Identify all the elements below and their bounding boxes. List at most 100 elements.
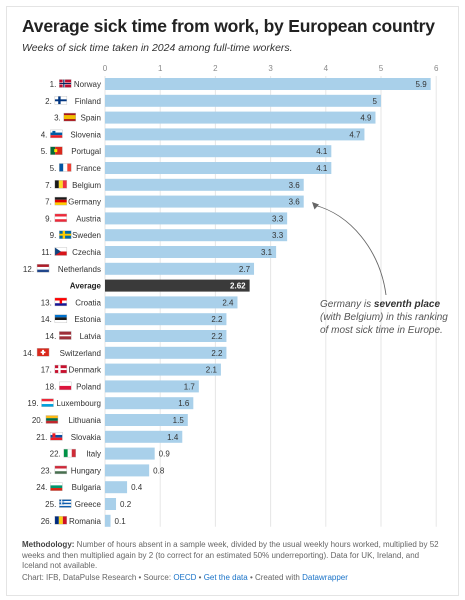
rank-label-spain: 3.: [54, 114, 61, 123]
value-label-greece: 0.2: [120, 500, 132, 509]
country-label-norway: Norway: [74, 80, 101, 89]
value-label-slovakia: 1.4: [167, 433, 179, 442]
flag-dk-icon: [54, 364, 68, 374]
country-label-average: Average: [70, 282, 102, 291]
country-label-romania: Romania: [69, 517, 102, 526]
bar-switzerland: [105, 346, 227, 359]
bar-austria: [105, 212, 288, 225]
country-label-greece: Greece: [75, 500, 102, 509]
flag-be-icon: [54, 180, 68, 189]
flag-nl-icon: [36, 264, 50, 273]
flag-lv-icon: [59, 331, 72, 340]
flag-no-icon: [59, 79, 72, 88]
value-label-norway: 5.9: [416, 80, 428, 89]
bar-croatia: [105, 296, 238, 309]
get-data-link[interactable]: Get the data: [203, 573, 248, 582]
value-label-luxembourg: 1.6: [178, 399, 190, 408]
flag-at-icon: [54, 213, 68, 223]
country-label-spain: Spain: [81, 114, 101, 123]
bar-hungary: [105, 464, 150, 477]
flag-ee-icon: [54, 314, 68, 323]
flag-es-icon: [63, 112, 76, 122]
rank-label-germany: 7.: [45, 198, 52, 207]
bar-poland: [105, 380, 199, 393]
flag-hr-icon: [54, 297, 68, 307]
rank-label-italy: 22.: [50, 450, 61, 459]
rank-label-czechia: 11.: [41, 248, 52, 257]
rank-label-belgium: 7.: [45, 181, 52, 190]
rank-label-denmark: 17.: [41, 366, 52, 375]
bar-latvia: [105, 330, 227, 342]
flag-pl-icon: [59, 381, 72, 391]
flag-ch-icon: [36, 348, 50, 357]
rank-label-croatia: 13.: [41, 298, 52, 307]
flag-bg-icon: [50, 482, 63, 491]
value-label-spain: 4.9: [360, 114, 372, 123]
chart-subtitle: Weeks of sick time taken in 2024 among f…: [22, 42, 293, 54]
annotation-arrowhead: [312, 202, 319, 210]
value-label-finland: 5: [373, 97, 378, 106]
country-label-switzerland: Switzerland: [60, 349, 101, 358]
rank-label-greece: 25.: [45, 500, 56, 509]
country-label-finland: Finland: [75, 97, 101, 106]
chart-footer: Chart: IFB, DataPulse Research • Source:…: [22, 573, 348, 582]
value-label-france: 4.1: [316, 164, 328, 173]
methodology-label: Methodology:: [22, 540, 75, 549]
rank-label-bulgaria: 24.: [36, 483, 47, 492]
flag-se-icon: [59, 230, 72, 239]
value-label-lithuania: 1.5: [173, 416, 185, 425]
country-label-slovenia: Slovenia: [70, 130, 101, 139]
bar-slovakia: [105, 430, 183, 443]
country-label-luxembourg: Luxembourg: [57, 399, 101, 408]
value-label-czechia: 3.1: [261, 248, 273, 257]
value-label-denmark: 2.1: [206, 366, 218, 375]
value-label-switzerland: 2.2: [211, 349, 223, 358]
datawrapper-link[interactable]: Datawrapper: [302, 573, 348, 582]
bar-estonia: [105, 313, 227, 326]
flag-fi-icon: [54, 96, 68, 105]
bar-luxembourg: [105, 397, 194, 410]
x-tick-label-6: 6: [434, 64, 439, 73]
rank-label-netherlands: 12.: [23, 265, 34, 274]
bar-sweden: [105, 229, 288, 242]
value-label-romania: 0.1: [115, 517, 127, 526]
rank-label-poland: 18.: [45, 382, 56, 391]
flag-de-icon: [54, 196, 68, 206]
value-label-germany: 3.6: [289, 198, 301, 207]
annotation-arrow-line: [313, 204, 387, 296]
flag-pt-icon: [50, 146, 63, 155]
rank-label-austria: 9.: [45, 214, 52, 223]
rank-label-france: 5.: [50, 164, 57, 173]
country-label-italy: Italy: [86, 450, 101, 459]
flag-sk-icon: [50, 432, 63, 441]
value-label-bulgaria: 0.4: [131, 483, 143, 492]
value-label-netherlands: 2.7: [239, 265, 251, 274]
bar-italy: [105, 447, 155, 460]
country-label-denmark: Denmark: [69, 366, 102, 375]
country-label-czechia: Czechia: [72, 248, 101, 257]
bar-romania: [105, 514, 111, 527]
rank-label-norway: 1.: [50, 80, 57, 89]
bar-czechia: [105, 246, 277, 258]
flag-cz-icon: [54, 247, 68, 256]
value-label-latvia: 2.2: [211, 332, 223, 341]
value-label-poland: 1.7: [184, 382, 196, 391]
country-label-latvia: Latvia: [80, 332, 102, 341]
country-label-belgium: Belgium: [72, 181, 101, 190]
flag-fr-icon: [59, 163, 72, 172]
country-label-netherlands: Netherlands: [58, 265, 101, 274]
country-label-croatia: Croatia: [75, 298, 101, 307]
methodology-text: Number of hours absent in a sample week,…: [22, 540, 439, 570]
bar-average: [105, 279, 250, 292]
rank-label-sweden: 9.: [50, 231, 57, 240]
bar-slovenia: [105, 128, 365, 141]
methodology-note: Methodology: Number of hours absent in a…: [22, 540, 447, 572]
bar-portugal: [105, 145, 332, 158]
bar-bulgaria: [105, 481, 128, 494]
rank-label-romania: 26.: [41, 517, 52, 526]
rank-label-slovenia: 4.: [41, 130, 48, 139]
flag-lu-icon: [41, 398, 54, 407]
source-link[interactable]: OECD: [173, 573, 197, 582]
x-tick-label-0: 0: [103, 64, 108, 73]
value-label-average: 2.62: [230, 282, 246, 291]
